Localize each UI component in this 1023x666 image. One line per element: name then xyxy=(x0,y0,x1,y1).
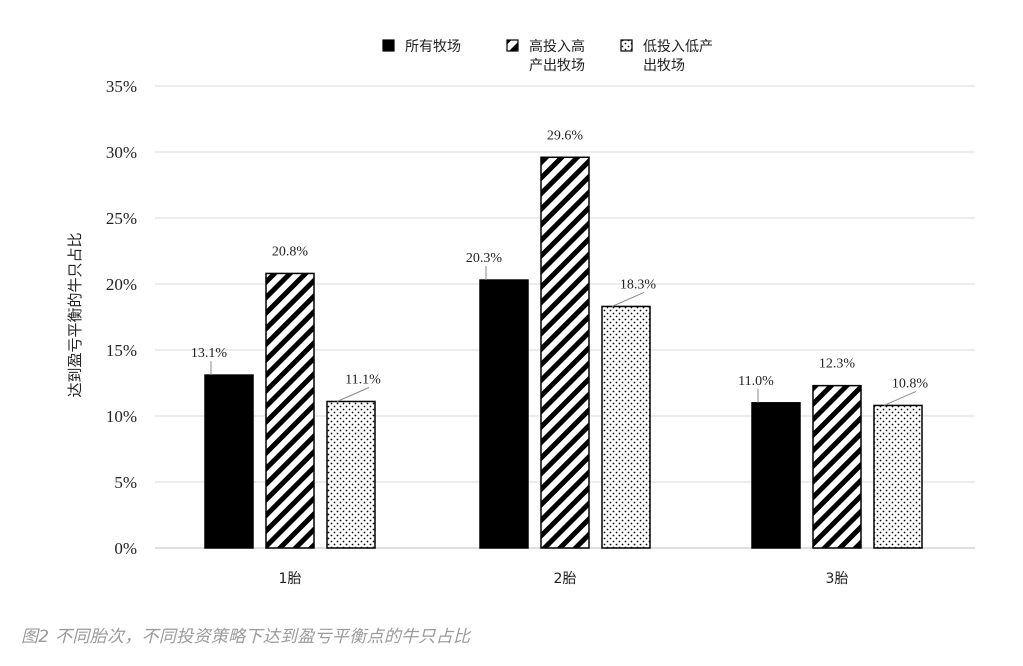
bar xyxy=(751,402,801,549)
x-category-label: 2胎 xyxy=(554,571,577,587)
legend-swatch xyxy=(506,39,519,52)
y-tick-label: 5% xyxy=(114,473,137,492)
legend-label: 高投入高 xyxy=(529,38,585,55)
bar xyxy=(479,279,529,549)
data-label: 13.1% xyxy=(191,346,228,361)
data-label: 29.6% xyxy=(547,128,584,143)
x-axis-categories: 1胎 2胎 3胎 xyxy=(279,571,849,587)
bar xyxy=(873,404,923,549)
data-labels: 13.1% 20.3% 11.0% 20.8% 29.6% 12.3% 11.1% 18.3%… xyxy=(191,128,929,391)
y-tick-label: 10% xyxy=(106,407,137,426)
legend-swatch xyxy=(620,39,633,52)
leader-line xyxy=(336,387,370,402)
legend-item: 所有牧场 xyxy=(382,39,461,55)
legend-label: 低投入低产 xyxy=(643,39,713,55)
data-label: 18.3% xyxy=(620,277,657,292)
bar xyxy=(326,400,376,549)
data-label: 20.8% xyxy=(272,244,309,259)
y-tick-label: 35% xyxy=(106,77,137,96)
y-tick-label: 30% xyxy=(106,143,137,162)
leader-line xyxy=(611,291,645,307)
data-label: 12.3% xyxy=(819,357,856,372)
y-tick-label: 20% xyxy=(106,275,137,294)
y-tick-label: 15% xyxy=(106,341,137,360)
y-tick-label: 25% xyxy=(106,209,137,228)
data-label: 10.8% xyxy=(892,376,929,391)
x-category-label: 3胎 xyxy=(826,571,849,587)
label-leader-lines xyxy=(210,266,917,406)
legend-label: 产出牧场 xyxy=(529,58,585,74)
bar xyxy=(265,272,315,549)
figure-caption: 图2 不同胎次，不同投资策略下达到盈亏平衡点的牛只占比 xyxy=(21,627,471,647)
leader-line xyxy=(883,390,917,406)
data-label: 20.3% xyxy=(466,251,503,266)
bars xyxy=(204,156,923,549)
bar xyxy=(812,384,862,549)
legend-label: 所有牧场 xyxy=(405,39,461,55)
bar xyxy=(601,305,651,549)
y-tick-label: 0% xyxy=(114,539,137,558)
data-label: 11.1% xyxy=(345,372,381,387)
y-axis-title: 达到盈亏平衡的牛只占比 xyxy=(66,232,84,397)
data-label: 11.0% xyxy=(738,374,774,389)
bar xyxy=(540,156,590,549)
legend-label: 出牧场 xyxy=(643,58,685,74)
legend-swatch xyxy=(382,39,395,52)
x-category-label: 1胎 xyxy=(279,571,302,587)
bar xyxy=(204,374,254,549)
y-axis-ticks: 0% 5% 10% 15% 20% 25% 30% 35% xyxy=(106,77,137,558)
